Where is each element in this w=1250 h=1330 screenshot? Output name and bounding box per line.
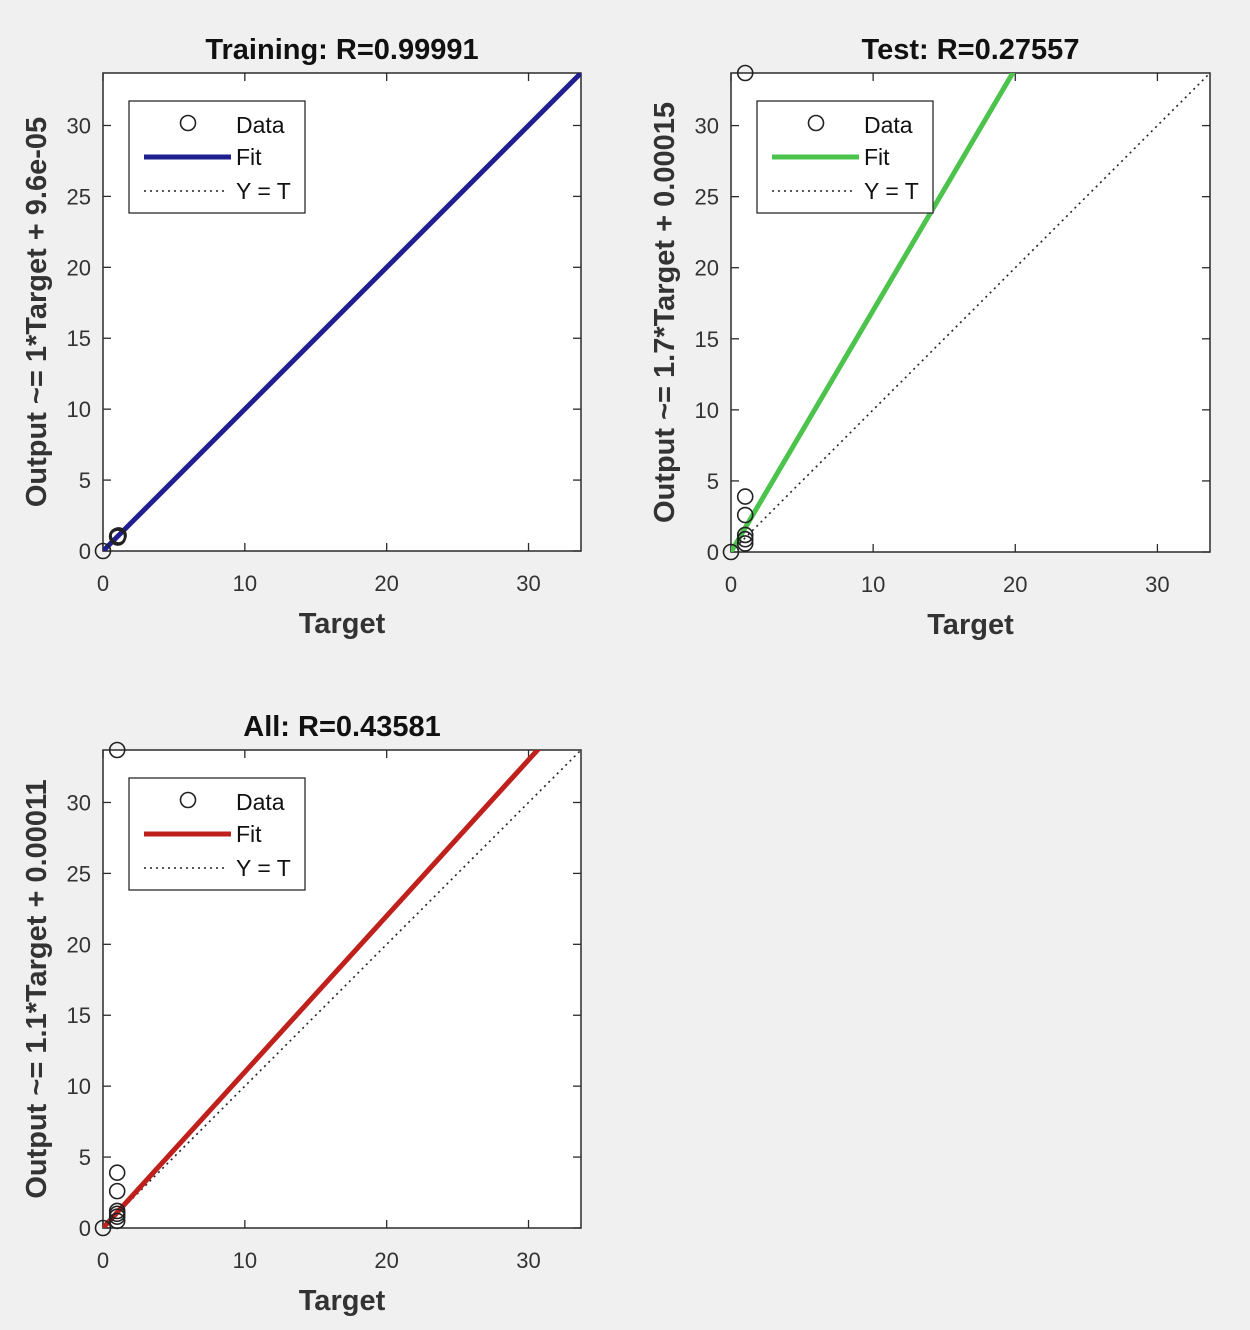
- legend-ref-label: Y = T: [236, 855, 291, 881]
- legend: Data Fit Y = T: [128, 100, 306, 214]
- fit-line: [731, 73, 1016, 552]
- y-tick-label: 25: [67, 861, 91, 886]
- chart-title: Test: R=0.27557: [862, 34, 1080, 66]
- y-tick-label: 0: [79, 1216, 91, 1241]
- legend-data-label: Data: [864, 112, 913, 138]
- chart-title: All: R=0.43581: [243, 711, 440, 743]
- reference-line-y-equals-t: [103, 750, 581, 1228]
- x-tick-label: 10: [233, 1248, 257, 1273]
- reference-line-y-equals-t: [731, 73, 1210, 552]
- x-tick-label: 30: [1145, 572, 1169, 597]
- legend-data-marker: [807, 114, 825, 132]
- legend: Data Fit Y = T: [128, 777, 306, 891]
- y-tick-label: 5: [79, 468, 91, 493]
- fit-line: [103, 73, 581, 551]
- data-point: [736, 530, 754, 548]
- legend-data-marker: [179, 114, 197, 132]
- data-point: [736, 526, 754, 544]
- data-point: [736, 64, 754, 82]
- x-axis-label: Target: [927, 609, 1014, 641]
- data-point: [94, 1219, 112, 1237]
- y-tick-label: 30: [67, 113, 91, 138]
- x-tick-label: 20: [374, 571, 398, 596]
- y-tick-label: 10: [67, 1074, 91, 1099]
- legend-ref-label: Y = T: [236, 178, 291, 204]
- x-tick-label: 10: [233, 571, 257, 596]
- legend-data-label: Data: [236, 789, 285, 815]
- x-axis-label: Target: [299, 1285, 386, 1317]
- y-tick-label: 30: [695, 114, 719, 139]
- x-tick-label: 0: [97, 571, 109, 596]
- y-tick-label: 30: [67, 790, 91, 815]
- y-tick-label: 20: [67, 932, 91, 957]
- x-tick-label: 10: [861, 572, 885, 597]
- y-tick-label: 5: [707, 469, 719, 494]
- chart-panel-2: 0 10 20 30 0 5 10 15 20 25 30 All: R=0.43581 Target O…: [21, 711, 582, 1317]
- y-tick-label: 25: [67, 184, 91, 209]
- y-axis-label: Output ~= 1.1*Target + 0.00011: [21, 779, 53, 1198]
- chart-panel-1: 0 10 20 30 0 5 10 15 20 25 30 Test: R=0.27557 Target…: [649, 34, 1211, 641]
- y-tick-label: 5: [79, 1145, 91, 1170]
- y-tick-label: 10: [695, 398, 719, 423]
- y-tick-label: 10: [67, 397, 91, 422]
- fit-line: [103, 750, 541, 1228]
- chart-panel-0: 0 10 20 30 0 5 10 15 20 25 30 Training: R=0.99991 Ta…: [21, 34, 582, 640]
- y-axis-label: Output ~= 1*Target + 9.6e-05: [21, 117, 53, 507]
- y-tick-label: 15: [695, 327, 719, 352]
- y-tick-label: 15: [67, 326, 91, 351]
- legend-fit-label: Fit: [236, 821, 262, 847]
- data-point: [722, 543, 740, 561]
- legend: Data Fit Y = T: [756, 100, 934, 214]
- y-tick-label: 20: [695, 256, 719, 281]
- legend-data-label: Data: [236, 112, 285, 138]
- data-point: [108, 1182, 126, 1200]
- data-point: [108, 741, 126, 759]
- data-point: [94, 542, 112, 560]
- data-point: [108, 1212, 126, 1230]
- legend-ref-label: Y = T: [864, 178, 919, 204]
- y-tick-label: 25: [695, 185, 719, 210]
- y-tick-label: 0: [79, 539, 91, 564]
- chart-title: Training: R=0.99991: [205, 34, 478, 66]
- legend-data-marker: [179, 791, 197, 809]
- y-tick-label: 20: [67, 255, 91, 280]
- data-point: [736, 488, 754, 505]
- data-point: [110, 527, 127, 544]
- legend-fit-label: Fit: [864, 144, 890, 170]
- y-tick-label: 15: [67, 1003, 91, 1028]
- data-point: [736, 535, 754, 552]
- x-tick-label: 20: [1003, 572, 1027, 597]
- x-tick-label: 20: [374, 1248, 398, 1273]
- data-point: [108, 1208, 126, 1225]
- data-point: [736, 506, 754, 524]
- y-axis-label: Output ~= 1.7*Target + 0.00015: [649, 102, 681, 523]
- x-tick-label: 30: [516, 1248, 540, 1273]
- legend-fit-label: Fit: [236, 144, 262, 170]
- y-tick-label: 0: [707, 540, 719, 565]
- x-axis-label: Target: [299, 608, 386, 640]
- data-point: [108, 1164, 126, 1181]
- x-tick-label: 30: [516, 571, 540, 596]
- x-tick-label: 0: [725, 572, 737, 597]
- x-tick-label: 0: [97, 1248, 109, 1273]
